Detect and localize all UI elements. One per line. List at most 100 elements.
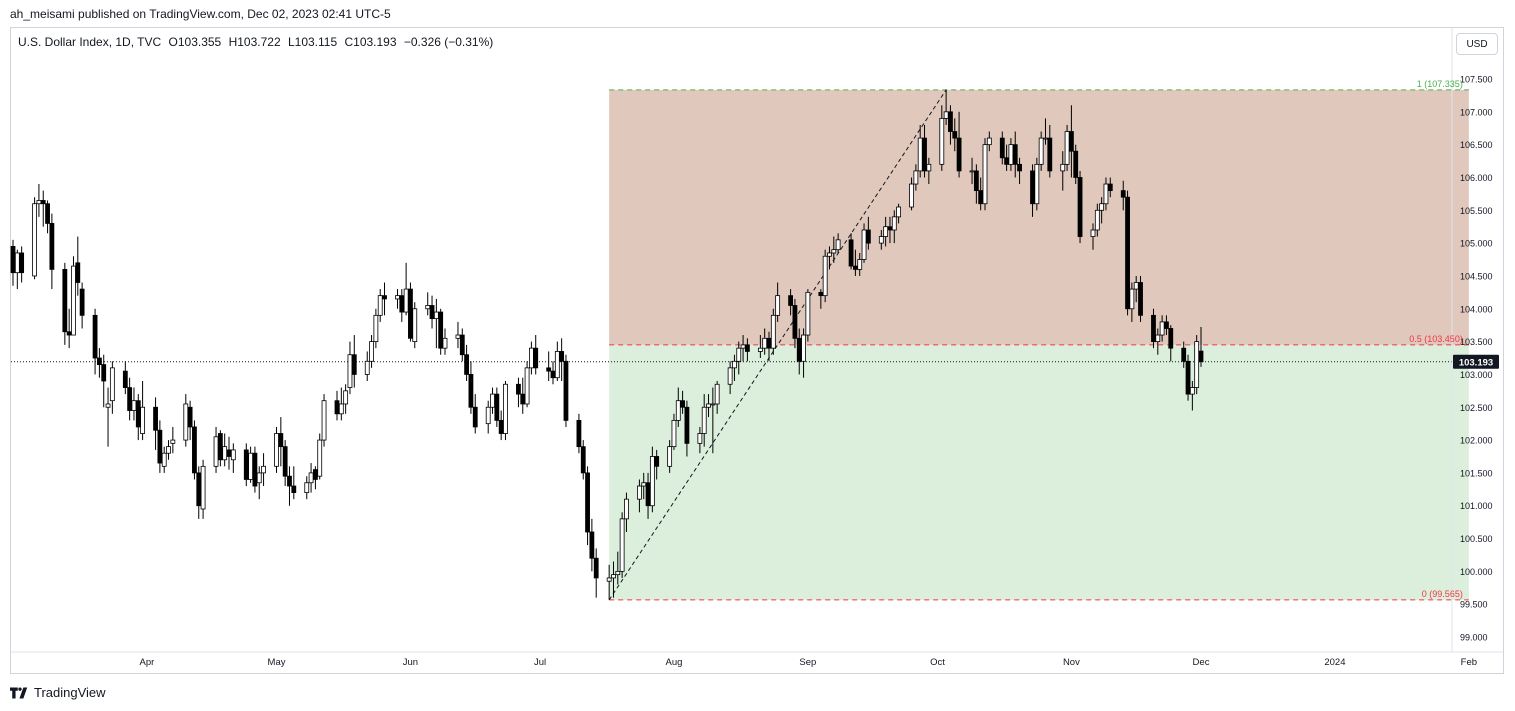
time-tick-label: Dec xyxy=(1193,657,1210,668)
candle-body xyxy=(740,344,746,349)
candle xyxy=(196,466,202,519)
candle-body xyxy=(913,170,919,185)
candle xyxy=(1168,325,1174,362)
candle xyxy=(1069,105,1074,178)
candle xyxy=(1125,190,1130,316)
candle-body xyxy=(62,268,68,333)
price-axis[interactable]: 107.500 107.000 106.500 106.000 105.500 105.0… xyxy=(1451,28,1493,652)
candle-body xyxy=(1017,163,1022,172)
candle-body xyxy=(697,433,703,444)
candle xyxy=(611,561,616,598)
candle-body xyxy=(969,170,975,173)
candle-body xyxy=(166,446,171,454)
candle-body xyxy=(304,482,310,493)
candle-body xyxy=(1155,334,1161,343)
chart-frame xyxy=(10,27,1504,674)
price-tick-label: 105.000 xyxy=(1460,239,1493,249)
candle xyxy=(256,466,262,500)
candle-body xyxy=(593,557,599,579)
candle xyxy=(230,443,236,473)
candle-body xyxy=(550,370,556,379)
candle xyxy=(373,308,379,349)
tradingview-brand[interactable]: TradingView xyxy=(10,685,106,700)
candle xyxy=(922,124,927,178)
candle xyxy=(66,308,72,349)
candle-body xyxy=(140,406,146,434)
candle-body xyxy=(516,383,521,395)
candle xyxy=(835,233,841,253)
candle-body xyxy=(317,439,323,477)
candle-body xyxy=(1060,163,1066,172)
candle-body xyxy=(1125,196,1130,310)
candle xyxy=(101,354,107,408)
candle-body xyxy=(978,190,984,205)
candle xyxy=(615,551,621,585)
candle-body xyxy=(226,449,232,457)
time-tick-label: 2024 xyxy=(1324,657,1345,668)
candle xyxy=(1064,124,1070,171)
candle xyxy=(135,394,141,441)
candle xyxy=(213,426,219,473)
candle-body xyxy=(1159,321,1165,336)
candle-body xyxy=(1064,131,1070,165)
candle-body xyxy=(282,446,288,477)
candle xyxy=(1120,180,1126,211)
candle xyxy=(170,426,176,454)
currency-button[interactable]: USD xyxy=(1456,33,1498,55)
candle xyxy=(498,410,504,441)
candle-body xyxy=(321,400,327,441)
candle xyxy=(10,239,16,286)
candle-body xyxy=(459,334,465,356)
candle-body xyxy=(338,403,344,415)
time-axis[interactable]: Apr May Jun Jul Aug Sep Oct Nov Dec 2024 Feb xyxy=(11,651,1503,668)
candle-body xyxy=(1004,157,1009,165)
candle xyxy=(468,361,474,414)
candle xyxy=(131,387,137,421)
candle-body xyxy=(248,452,254,480)
candle xyxy=(187,400,193,441)
candle-body xyxy=(727,367,733,385)
candle xyxy=(153,397,158,450)
candle-body xyxy=(412,308,418,342)
candle xyxy=(714,380,720,414)
candle-body xyxy=(589,531,595,559)
candle xyxy=(878,229,884,250)
candle-body xyxy=(732,360,737,369)
candle-body xyxy=(442,337,448,349)
fib-upper-zone xyxy=(609,89,1469,345)
price-tick-label: 102.000 xyxy=(1460,436,1493,446)
candle-body xyxy=(494,393,500,421)
candle-body xyxy=(805,291,811,336)
candle-body xyxy=(926,163,932,172)
candle xyxy=(883,216,889,247)
candle xyxy=(364,351,370,381)
candle xyxy=(1017,157,1022,185)
candle-body xyxy=(157,429,163,464)
candle-body xyxy=(667,446,673,467)
candle xyxy=(654,449,660,480)
candle-body xyxy=(498,419,504,434)
candle xyxy=(606,564,612,600)
candle-body xyxy=(827,252,832,257)
candle xyxy=(494,387,500,427)
candle-body xyxy=(822,255,828,297)
candle-body xyxy=(10,246,16,274)
candle-body xyxy=(637,485,642,500)
candle xyxy=(1181,341,1187,368)
candle xyxy=(485,400,491,434)
candle-body xyxy=(75,262,81,283)
candle-body xyxy=(243,449,249,480)
candle xyxy=(1038,131,1044,171)
candle xyxy=(1060,151,1066,191)
candle-body xyxy=(105,403,111,408)
candle xyxy=(1185,354,1191,401)
candle-body xyxy=(909,183,914,208)
candle-body xyxy=(624,498,629,520)
candle-body xyxy=(1038,137,1044,165)
candle-body xyxy=(131,400,137,411)
candle xyxy=(425,292,431,316)
price-tick-label: 101.500 xyxy=(1460,468,1493,478)
candle-body xyxy=(922,137,927,172)
candle-body xyxy=(1069,131,1074,152)
